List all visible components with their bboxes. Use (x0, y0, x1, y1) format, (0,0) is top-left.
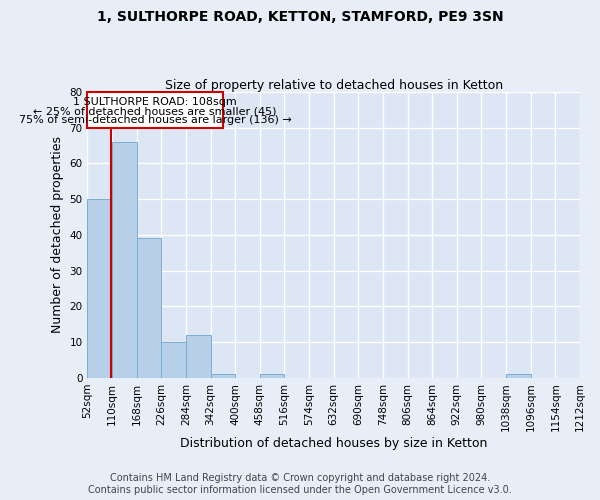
Bar (186, 335, 211, 378)
Bar (161, 342, 186, 378)
Bar (137, 238, 161, 378)
Text: 75% of semi-detached houses are larger (136) →: 75% of semi-detached houses are larger (… (19, 115, 292, 125)
Text: 1, SULTHORPE ROAD, KETTON, STAMFORD, PE9 3SN: 1, SULTHORPE ROAD, KETTON, STAMFORD, PE9… (97, 10, 503, 24)
Bar (506, 374, 531, 378)
Bar (88, 92, 223, 128)
Title: Size of property relative to detached houses in Ketton: Size of property relative to detached ho… (164, 79, 503, 92)
Bar (260, 374, 284, 378)
Text: 1 SULTHORPE ROAD: 108sqm: 1 SULTHORPE ROAD: 108sqm (73, 98, 237, 108)
Bar (112, 142, 137, 378)
Y-axis label: Number of detached properties: Number of detached properties (51, 136, 64, 334)
Bar (211, 374, 235, 378)
Text: ← 25% of detached houses are smaller (45): ← 25% of detached houses are smaller (45… (34, 106, 277, 117)
Text: Contains HM Land Registry data © Crown copyright and database right 2024.
Contai: Contains HM Land Registry data © Crown c… (88, 474, 512, 495)
X-axis label: Distribution of detached houses by size in Ketton: Distribution of detached houses by size … (180, 437, 487, 450)
Bar (88, 199, 112, 378)
